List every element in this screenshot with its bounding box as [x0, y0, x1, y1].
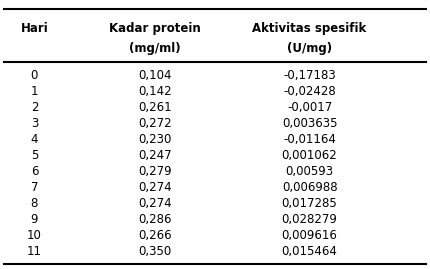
Text: 0,286: 0,286: [138, 213, 172, 226]
Text: Kadar protein: Kadar protein: [109, 22, 201, 35]
Text: 7: 7: [31, 181, 38, 194]
Text: 0,274: 0,274: [138, 197, 172, 210]
Text: 0,266: 0,266: [138, 229, 172, 242]
Text: 6: 6: [31, 165, 38, 178]
Text: 0,279: 0,279: [138, 165, 172, 178]
Text: 0,104: 0,104: [138, 69, 172, 82]
Text: 0,272: 0,272: [138, 117, 172, 130]
Text: 0,028279: 0,028279: [282, 213, 338, 226]
Text: 2: 2: [31, 101, 38, 114]
Text: -0,02428: -0,02428: [283, 85, 336, 98]
Text: (U/mg): (U/mg): [287, 43, 332, 55]
Text: 1: 1: [31, 85, 38, 98]
Text: -0,01164: -0,01164: [283, 133, 336, 146]
Text: 11: 11: [27, 245, 42, 258]
Text: -0,0017: -0,0017: [287, 101, 332, 114]
Text: 0,247: 0,247: [138, 148, 172, 162]
Text: 0,015464: 0,015464: [282, 245, 338, 258]
Text: Aktivitas spesifik: Aktivitas spesifik: [252, 22, 367, 35]
Text: 3: 3: [31, 117, 38, 130]
Text: 0,001062: 0,001062: [282, 148, 338, 162]
Text: 0,274: 0,274: [138, 181, 172, 194]
Text: 0,017285: 0,017285: [282, 197, 338, 210]
Text: 8: 8: [31, 197, 38, 210]
Text: 0,230: 0,230: [138, 133, 172, 146]
Text: 4: 4: [31, 133, 38, 146]
Text: 9: 9: [31, 213, 38, 226]
Text: 0,350: 0,350: [138, 245, 172, 258]
Text: (mg/ml): (mg/ml): [129, 43, 181, 55]
Text: 0,009616: 0,009616: [282, 229, 338, 242]
Text: 0,142: 0,142: [138, 85, 172, 98]
Text: 5: 5: [31, 148, 38, 162]
Text: 0,261: 0,261: [138, 101, 172, 114]
Text: 0,00593: 0,00593: [286, 165, 334, 178]
Text: 0,006988: 0,006988: [282, 181, 338, 194]
Text: Hari: Hari: [21, 22, 48, 35]
Text: 10: 10: [27, 229, 42, 242]
Text: 0,003635: 0,003635: [282, 117, 338, 130]
Text: 0: 0: [31, 69, 38, 82]
Text: -0,17183: -0,17183: [283, 69, 336, 82]
